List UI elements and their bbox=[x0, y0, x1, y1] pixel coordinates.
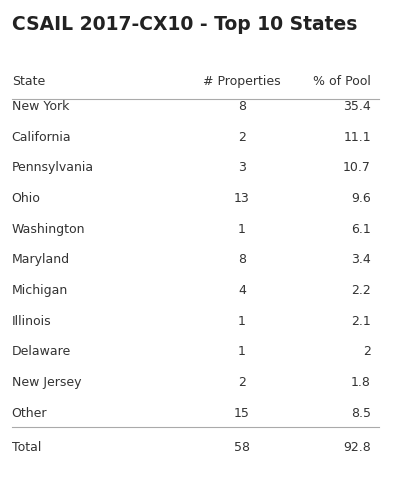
Text: 92.8: 92.8 bbox=[343, 441, 371, 454]
Text: 4: 4 bbox=[238, 284, 246, 297]
Text: 1: 1 bbox=[238, 315, 246, 328]
Text: 8.5: 8.5 bbox=[351, 407, 371, 420]
Text: 1.8: 1.8 bbox=[351, 376, 371, 389]
Text: 2: 2 bbox=[238, 376, 246, 389]
Text: Other: Other bbox=[12, 407, 47, 420]
Text: Washington: Washington bbox=[12, 223, 85, 236]
Text: 8: 8 bbox=[238, 100, 246, 113]
Text: 2: 2 bbox=[363, 345, 371, 358]
Text: 3: 3 bbox=[238, 161, 246, 174]
Text: California: California bbox=[12, 131, 71, 144]
Text: 2.1: 2.1 bbox=[351, 315, 371, 328]
Text: CSAIL 2017-CX10 - Top 10 States: CSAIL 2017-CX10 - Top 10 States bbox=[12, 15, 357, 34]
Text: Michigan: Michigan bbox=[12, 284, 68, 297]
Text: 3.4: 3.4 bbox=[351, 253, 371, 266]
Text: 2.2: 2.2 bbox=[351, 284, 371, 297]
Text: 8: 8 bbox=[238, 253, 246, 266]
Text: Illinois: Illinois bbox=[12, 315, 51, 328]
Text: 13: 13 bbox=[234, 192, 250, 205]
Text: Delaware: Delaware bbox=[12, 345, 71, 358]
Text: 35.4: 35.4 bbox=[343, 100, 371, 113]
Text: 2: 2 bbox=[238, 131, 246, 144]
Text: Pennsylvania: Pennsylvania bbox=[12, 161, 94, 174]
Text: Total: Total bbox=[12, 441, 41, 454]
Text: % of Pool: % of Pool bbox=[313, 75, 371, 89]
Text: 6.1: 6.1 bbox=[351, 223, 371, 236]
Text: # Properties: # Properties bbox=[203, 75, 281, 89]
Text: 15: 15 bbox=[234, 407, 250, 420]
Text: 58: 58 bbox=[234, 441, 250, 454]
Text: 1: 1 bbox=[238, 223, 246, 236]
Text: State: State bbox=[12, 75, 45, 89]
Text: New Jersey: New Jersey bbox=[12, 376, 81, 389]
Text: 9.6: 9.6 bbox=[351, 192, 371, 205]
Text: 10.7: 10.7 bbox=[343, 161, 371, 174]
Text: Maryland: Maryland bbox=[12, 253, 70, 266]
Text: New York: New York bbox=[12, 100, 69, 113]
Text: Ohio: Ohio bbox=[12, 192, 41, 205]
Text: 11.1: 11.1 bbox=[343, 131, 371, 144]
Text: 1: 1 bbox=[238, 345, 246, 358]
